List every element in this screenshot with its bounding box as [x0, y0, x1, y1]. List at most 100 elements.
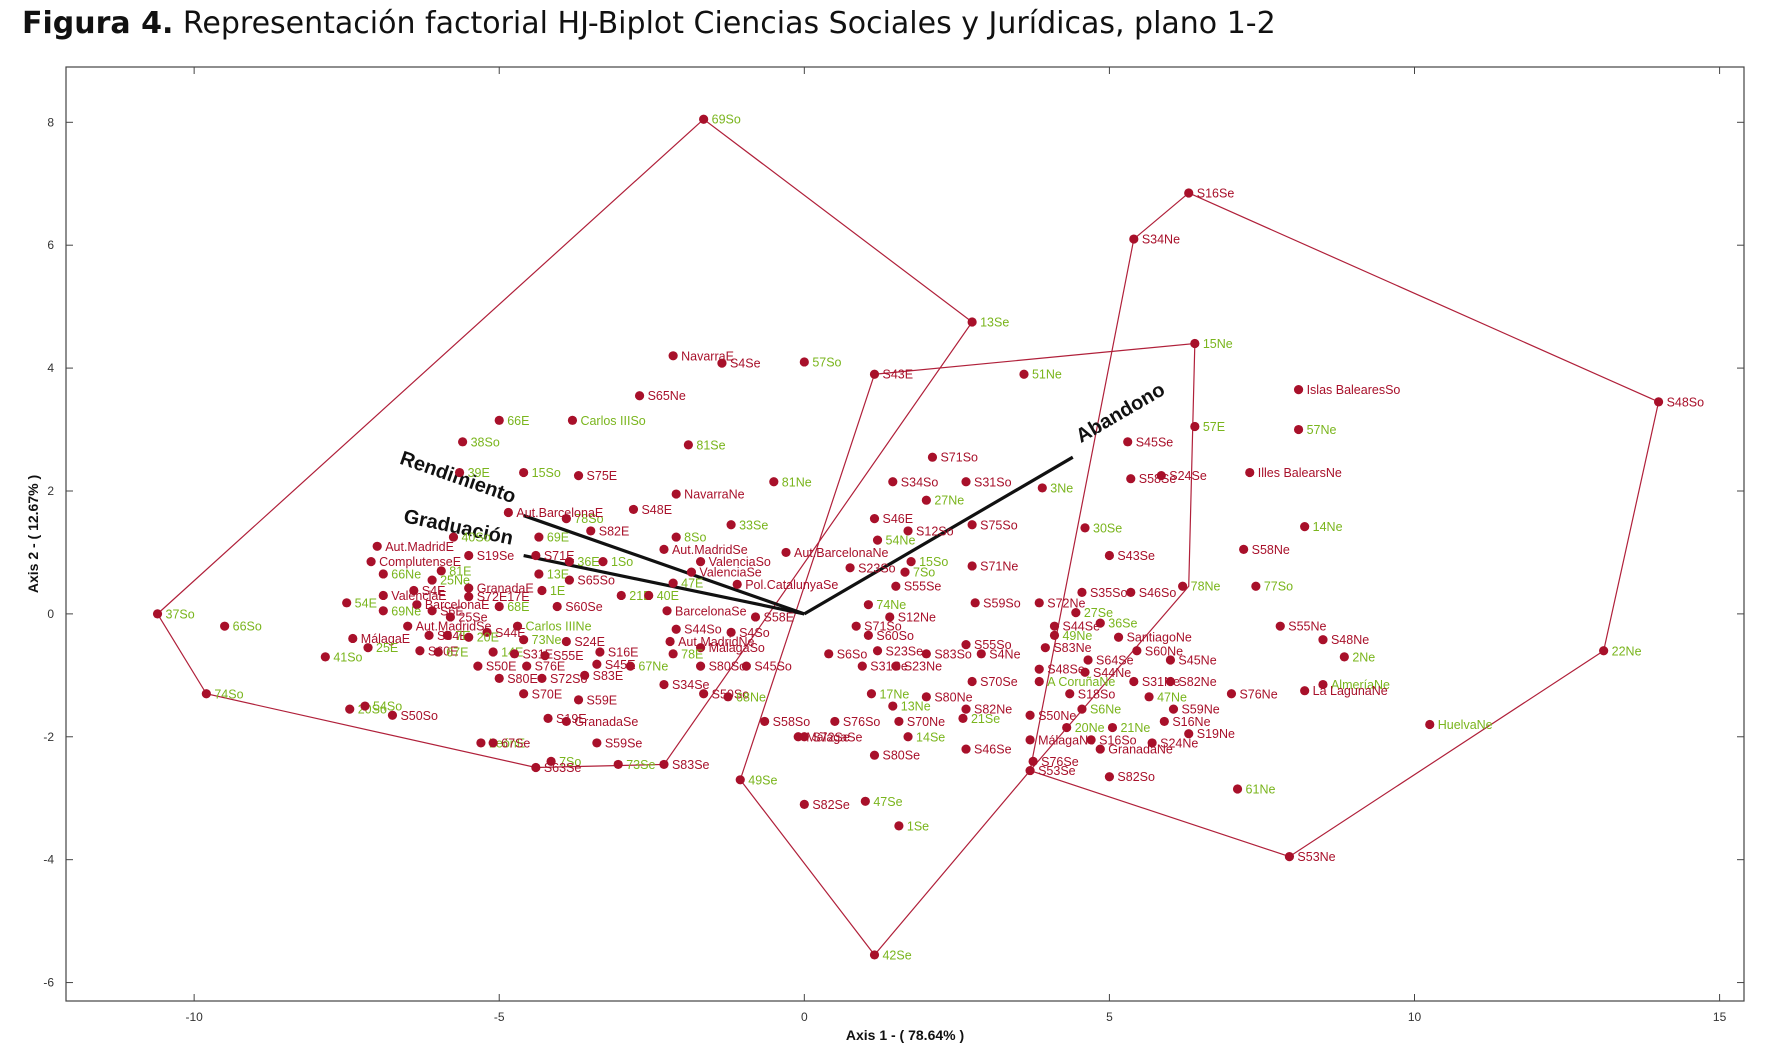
point-label: MálagaSo	[709, 641, 765, 655]
point-label: 21Se	[971, 712, 1000, 726]
point-label: ValenciaSo	[709, 555, 771, 569]
data-point	[482, 627, 492, 637]
point-label: S18So	[1078, 687, 1116, 701]
point-label: NavarraNe	[684, 488, 744, 502]
point-label: BarcelonaE	[425, 598, 490, 612]
x-axis-label: Axis 1 - ( 78.64% )	[846, 1027, 964, 1043]
point-label: 78E	[681, 647, 703, 661]
data-point	[921, 649, 931, 659]
plot-frame	[65, 66, 1745, 1002]
x-tick-label: -10	[185, 1010, 203, 1024]
data-point	[1239, 544, 1249, 554]
point-label: 74So	[214, 687, 243, 701]
data-point	[866, 689, 877, 699]
point-label: Illes BalearsNe	[1258, 466, 1342, 480]
data-point	[363, 643, 373, 653]
data-point	[1037, 483, 1047, 493]
point-label: S34Se	[672, 678, 710, 692]
data-point	[869, 950, 880, 960]
data-point	[668, 649, 678, 659]
data-point	[1025, 710, 1035, 720]
point-label: ValenciaSe	[699, 566, 761, 580]
data-point	[845, 563, 855, 573]
point-label: S70E	[532, 687, 563, 701]
data-point	[1144, 692, 1154, 702]
point-label: S24E	[574, 635, 605, 649]
data-point	[1168, 704, 1179, 714]
point-label: 13Se	[980, 316, 1009, 330]
data-point	[1040, 643, 1050, 653]
data-point	[799, 799, 809, 809]
vector-label: Rendimiento	[397, 447, 519, 508]
data-point	[1275, 621, 1285, 631]
data-point	[378, 590, 388, 601]
data-point	[799, 357, 809, 367]
data-point	[726, 520, 736, 530]
point-label: S75E	[587, 469, 618, 483]
point-label: S48Se	[1047, 663, 1085, 677]
data-point	[699, 689, 709, 699]
point-label: S83Se	[672, 758, 710, 772]
point-label: 51Ne	[1032, 368, 1062, 382]
axis-ticks: -10 -5 0 5 10 15 -6 -4 -2 0 2 4 6 8	[43, 67, 1744, 1024]
data-point	[534, 569, 544, 579]
data-point	[668, 578, 678, 588]
point-label: S35So	[1090, 586, 1128, 600]
point-label: 20Ne	[1075, 721, 1105, 735]
data-point	[1104, 550, 1115, 561]
y-tick-label: 0	[47, 607, 54, 621]
point-label: S4Ne	[989, 647, 1020, 661]
data-point	[531, 550, 541, 561]
data-point	[869, 514, 880, 524]
point-label: S82Ne	[974, 703, 1012, 717]
data-point	[888, 701, 898, 711]
data-point	[961, 640, 971, 650]
data-point	[464, 550, 474, 561]
data-point	[830, 716, 840, 727]
data-point	[634, 391, 645, 401]
data-point	[1028, 756, 1038, 766]
point-label: 54Ne	[886, 534, 916, 548]
data-point	[445, 612, 456, 622]
point-label: 36Se	[1108, 617, 1137, 631]
data-point	[1232, 784, 1243, 794]
data-point	[201, 689, 211, 699]
point-label: MálagaE	[361, 632, 410, 646]
point-label: 1So	[611, 555, 633, 569]
point-label: S48So	[1667, 395, 1705, 409]
data-point	[509, 649, 520, 659]
point-label: S80Se	[882, 749, 920, 763]
point-label: S16Ne	[1172, 715, 1210, 729]
point-label: S80E	[507, 672, 538, 686]
point-label: S76Ne	[1239, 687, 1277, 701]
point-label: 37So	[166, 607, 195, 621]
point-label: S82E	[599, 524, 630, 538]
data-point	[152, 609, 163, 619]
data-point	[1226, 689, 1237, 699]
point-label: 49Ne	[1062, 629, 1092, 643]
data-point	[573, 471, 584, 481]
point-label: S60Se	[565, 600, 603, 614]
data-point	[1599, 646, 1609, 656]
data-point	[888, 477, 898, 487]
data-point	[573, 695, 584, 705]
data-point	[409, 585, 419, 596]
data-point	[921, 692, 931, 702]
point-label: S60Ne	[1145, 644, 1183, 658]
data-point	[360, 701, 370, 711]
point-label: S76Se	[1041, 755, 1079, 769]
data-point	[433, 647, 443, 657]
point-label: S46So	[1139, 586, 1177, 600]
point-label: 27Ne	[934, 494, 964, 508]
data-point	[1019, 369, 1029, 379]
point-label: S71Ne	[980, 559, 1018, 573]
point-label: 1E	[550, 584, 565, 598]
data-point	[427, 606, 437, 616]
data-point	[628, 504, 639, 515]
data-point	[1086, 735, 1096, 745]
point-label: 33Se	[739, 518, 768, 532]
point-label: S83E	[593, 669, 624, 683]
data-point	[1284, 851, 1295, 862]
point-label: S58So	[773, 715, 811, 729]
